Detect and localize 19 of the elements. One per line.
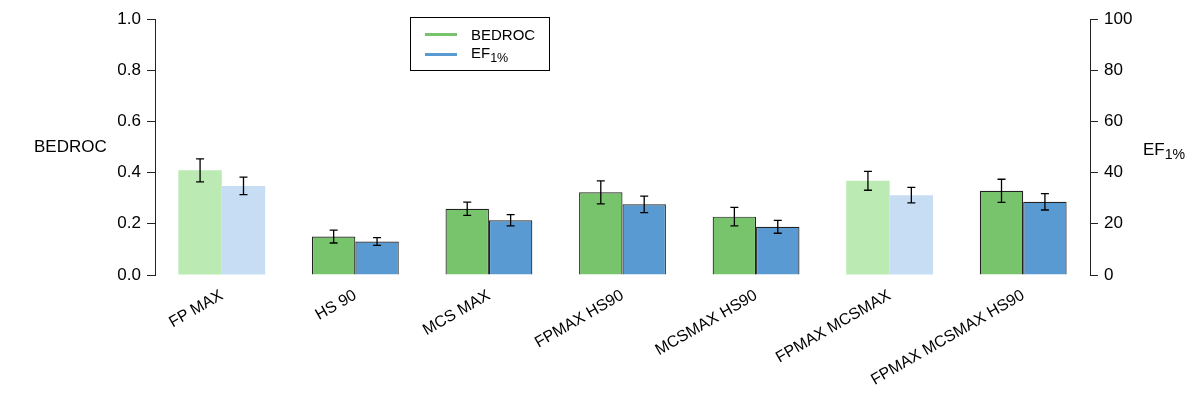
x-tick-label: FP MAX xyxy=(165,285,226,331)
y-tick-label: 0.8 xyxy=(117,59,141,79)
y2-tick-label: 80 xyxy=(1104,59,1123,79)
y2-axis-title: EF$_{1%}$ xyxy=(1143,140,1186,163)
y-tick-label: 0.4 xyxy=(117,162,141,182)
legend-label: EF$_{1%}$ xyxy=(471,43,509,65)
y-tick-label: 0.2 xyxy=(117,213,141,233)
y2-tick-label: 20 xyxy=(1104,213,1123,233)
y-tick-label: 0.0 xyxy=(117,264,141,284)
x-tick-label: MCS MAX xyxy=(419,285,493,339)
y2-tick-label: 40 xyxy=(1104,162,1123,182)
y2-tick-label: 60 xyxy=(1104,111,1123,131)
y2-tick-label: 0 xyxy=(1104,264,1114,284)
y-tick-label: 1.0 xyxy=(117,8,141,28)
y2-tick-label: 100 xyxy=(1104,8,1133,28)
y-tick-label: 0.6 xyxy=(117,111,141,131)
x-tick-label: HS 90 xyxy=(312,285,360,323)
legend-label: BEDROC xyxy=(471,25,536,43)
y-axis-title: BEDROC xyxy=(34,137,107,157)
